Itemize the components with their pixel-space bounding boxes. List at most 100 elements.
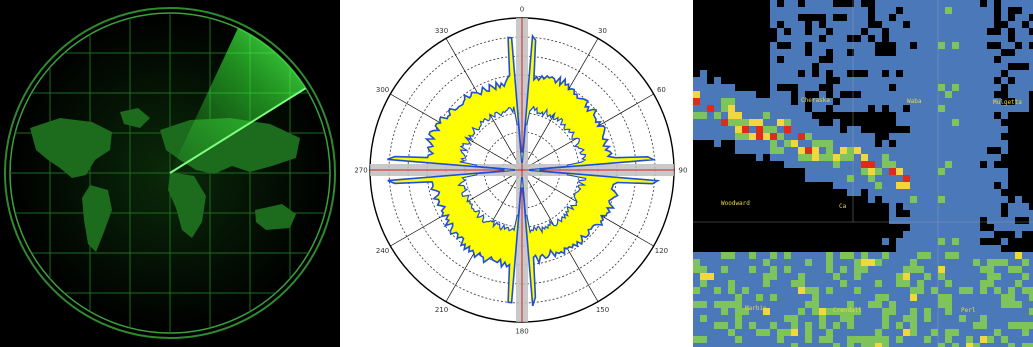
reflectivity-cell (959, 182, 966, 189)
reflectivity-cell (833, 56, 840, 63)
reflectivity-cell (784, 147, 791, 154)
reflectivity-cell (987, 7, 994, 14)
reflectivity-cell (896, 336, 903, 343)
reflectivity-cell (791, 28, 798, 35)
reflectivity-cell (980, 294, 987, 301)
reflectivity-cell (819, 42, 826, 49)
reflectivity-cell (994, 266, 1001, 273)
reflectivity-cell (721, 287, 728, 294)
reflectivity-cell (938, 273, 945, 280)
reflectivity-cell (854, 175, 861, 182)
reflectivity-cell (917, 133, 924, 140)
reflectivity-cell (749, 287, 756, 294)
reflectivity-cell (742, 322, 749, 329)
reflectivity-cell (868, 63, 875, 70)
reflectivity-cell (826, 336, 833, 343)
reflectivity-cell (1029, 336, 1033, 343)
reflectivity-cell (910, 49, 917, 56)
reflectivity-cell (875, 147, 882, 154)
reflectivity-cell (966, 7, 973, 14)
reflectivity-cell (896, 105, 903, 112)
reflectivity-cell (721, 294, 728, 301)
reflectivity-cell (861, 84, 868, 91)
reflectivity-cell (763, 147, 770, 154)
reflectivity-cell (966, 140, 973, 147)
reflectivity-cell (889, 189, 896, 196)
reflectivity-cell (882, 322, 889, 329)
reflectivity-cell (812, 147, 819, 154)
reflectivity-cell (1008, 287, 1015, 294)
reflectivity-cell (861, 98, 868, 105)
reflectivity-cell (973, 21, 980, 28)
reflectivity-cell (938, 112, 945, 119)
reflectivity-cell (938, 91, 945, 98)
reflectivity-cell (1029, 287, 1033, 294)
reflectivity-cell (987, 210, 994, 217)
reflectivity-cell (966, 343, 973, 347)
reflectivity-cell (721, 105, 728, 112)
reflectivity-cell (700, 308, 707, 315)
reflectivity-cell (833, 105, 840, 112)
reflectivity-cell (924, 217, 931, 224)
reflectivity-cell (763, 336, 770, 343)
reflectivity-cell (756, 126, 763, 133)
reflectivity-cell (889, 266, 896, 273)
reflectivity-cell (889, 210, 896, 217)
reflectivity-cell (833, 175, 840, 182)
reflectivity-cell (952, 182, 959, 189)
reflectivity-cell (952, 133, 959, 140)
reflectivity-cell (896, 77, 903, 84)
reflectivity-cell (819, 161, 826, 168)
reflectivity-cell (749, 315, 756, 322)
reflectivity-cell (868, 70, 875, 77)
reflectivity-cell (889, 217, 896, 224)
reflectivity-cell (917, 140, 924, 147)
reflectivity-cell (882, 182, 889, 189)
reflectivity-cell (924, 140, 931, 147)
reflectivity-cell (896, 273, 903, 280)
reflectivity-cell (924, 210, 931, 217)
reflectivity-cell (896, 182, 903, 189)
reflectivity-cell (924, 252, 931, 259)
reflectivity-cell (1001, 196, 1008, 203)
reflectivity-cell (784, 98, 791, 105)
reflectivity-cell (994, 259, 1001, 266)
reflectivity-cell (1022, 273, 1029, 280)
reflectivity-cell (1008, 84, 1015, 91)
reflectivity-cell (959, 203, 966, 210)
reflectivity-cell (1015, 0, 1022, 7)
reflectivity-cell (1001, 182, 1008, 189)
reflectivity-cell (938, 322, 945, 329)
reflectivity-cell (784, 70, 791, 77)
reflectivity-cell (980, 280, 987, 287)
reflectivity-cell (973, 231, 980, 238)
reflectivity-cell (777, 308, 784, 315)
reflectivity-cell (700, 336, 707, 343)
reflectivity-cell (777, 140, 784, 147)
reflectivity-cell (980, 70, 987, 77)
reflectivity-cell (882, 280, 889, 287)
reflectivity-cell (945, 217, 952, 224)
reflectivity-cell (1008, 224, 1015, 231)
reflectivity-cell (1022, 329, 1029, 336)
reflectivity-cell (854, 343, 861, 347)
reflectivity-cell (840, 28, 847, 35)
reflectivity-cell (693, 105, 700, 112)
reflectivity-cell (1001, 287, 1008, 294)
reflectivity-cell (735, 147, 742, 154)
reflectivity-cell (1022, 70, 1029, 77)
reflectivity-cell (910, 322, 917, 329)
reflectivity-cell (875, 105, 882, 112)
reflectivity-cell (791, 280, 798, 287)
reflectivity-cell (1001, 140, 1008, 147)
reflectivity-cell (910, 0, 917, 7)
reflectivity-cell (980, 133, 987, 140)
reflectivity-cell (840, 7, 847, 14)
reflectivity-cell (798, 154, 805, 161)
reflectivity-cell (917, 105, 924, 112)
reflectivity-cell (777, 77, 784, 84)
reflectivity-cell (952, 21, 959, 28)
reflectivity-cell (973, 161, 980, 168)
reflectivity-cell (966, 238, 973, 245)
reflectivity-cell (931, 77, 938, 84)
